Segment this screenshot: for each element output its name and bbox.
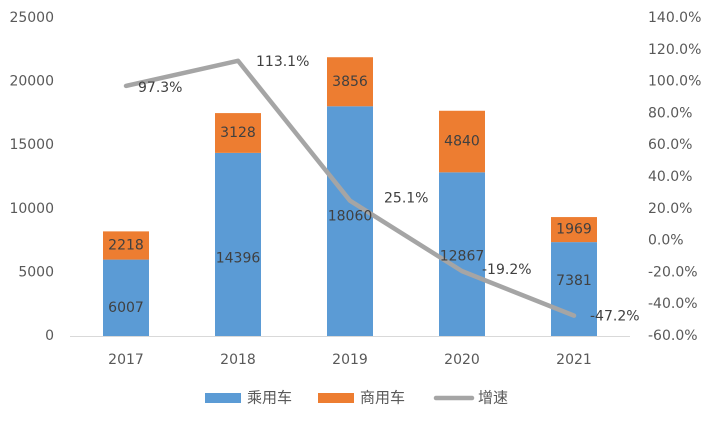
y-right-tick-label: 100.0% — [648, 74, 701, 90]
y-left-tick-label: 5000 — [18, 264, 54, 280]
bar-label-passenger: 18060 — [328, 208, 373, 224]
line-label: -19.2% — [482, 262, 532, 278]
bar-label-commercial: 3856 — [332, 74, 368, 90]
y-left-tick-label: 10000 — [9, 201, 54, 217]
line-label: -47.2% — [590, 309, 640, 325]
bar-label-passenger: 6007 — [108, 300, 144, 316]
x-tick-label: 2017 — [108, 352, 144, 368]
y-right-tick-label: -60.0% — [648, 328, 698, 344]
legend-label: 乘用车 — [247, 389, 292, 407]
y-right-tick-label: -20.0% — [648, 264, 698, 280]
legend-label: 增速 — [478, 389, 508, 407]
bar-commercial — [103, 231, 149, 260]
y-right-tick-label: 140.0% — [648, 10, 701, 26]
y-right-tick-label: 120.0% — [648, 42, 701, 58]
y-left-tick-label: 15000 — [9, 137, 54, 153]
y-left-tick-label: 0 — [45, 328, 54, 344]
line-label: 25.1% — [384, 191, 428, 207]
y-right-tick-label: 40.0% — [648, 169, 692, 185]
x-tick-label: 2018 — [220, 352, 256, 368]
bar-passenger — [439, 172, 485, 336]
bar-label-commercial: 3128 — [220, 125, 256, 141]
line-label: 113.1% — [256, 54, 309, 70]
bar-commercial — [327, 57, 373, 107]
legend-label: 商用车 — [360, 389, 405, 407]
legend-swatch — [318, 393, 354, 403]
bar-label-passenger: 7381 — [556, 273, 592, 289]
bar-commercial — [439, 110, 485, 173]
bar-label-passenger: 14396 — [216, 250, 261, 266]
bar-passenger — [327, 106, 373, 337]
y-right-tick-label: -40.0% — [648, 296, 698, 312]
y-left-tick-label: 20000 — [9, 74, 54, 90]
x-tick-label: 2020 — [444, 352, 480, 368]
bar-label-passenger: 12867 — [440, 248, 485, 264]
bar-commercial — [551, 217, 597, 243]
bar-passenger — [103, 259, 149, 336]
bar-label-commercial: 2218 — [108, 237, 144, 253]
growth-line — [123, 58, 577, 318]
line-label: 97.3% — [138, 80, 182, 96]
y-left-tick-label: 25000 — [9, 10, 54, 26]
y-right-tick-label: 60.0% — [648, 137, 692, 153]
bar-label-commercial: 4840 — [444, 134, 480, 150]
bar-passenger — [215, 152, 261, 336]
legend-swatch — [205, 393, 241, 403]
y-right-tick-label: 80.0% — [648, 105, 692, 121]
bar-label-commercial: 1969 — [556, 222, 592, 238]
bar-commercial — [215, 113, 261, 153]
y-right-tick-label: 0.0% — [648, 233, 684, 249]
bar-passenger — [551, 242, 597, 336]
x-tick-label: 2019 — [332, 352, 368, 368]
y-right-tick-label: 20.0% — [648, 201, 692, 217]
x-tick-label: 2021 — [556, 352, 592, 368]
